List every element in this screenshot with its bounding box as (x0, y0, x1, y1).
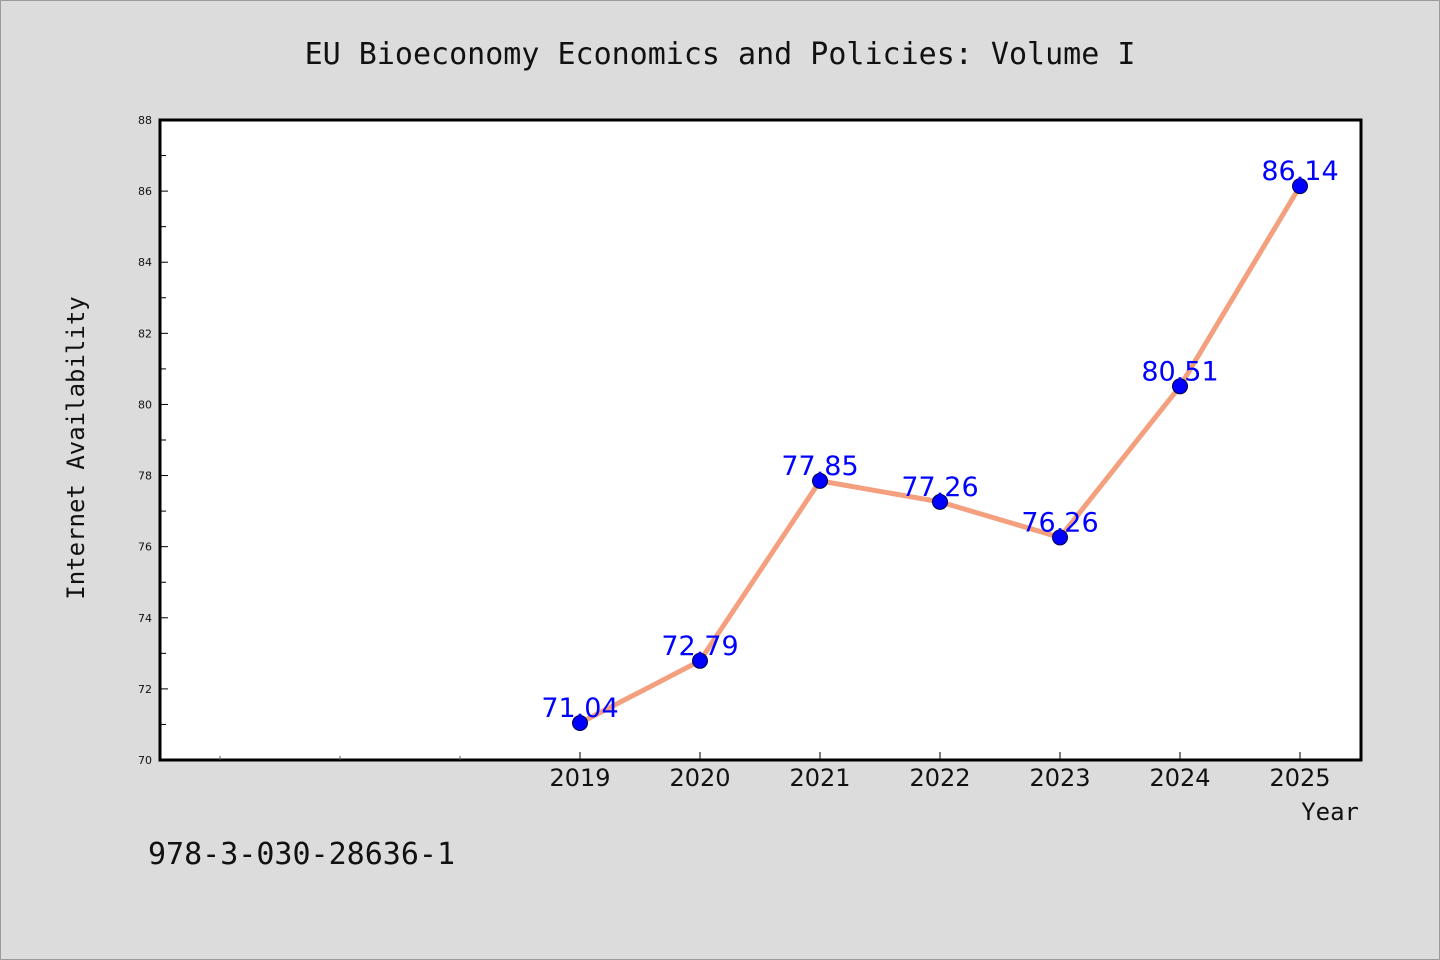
x-axis-label: Year (1301, 798, 1359, 826)
x-tick-label: 2022 (909, 764, 970, 792)
chart-title: EU Bioeconomy Economics and Policies: Vo… (305, 37, 1136, 72)
x-tick-label: 2019 (549, 764, 610, 792)
data-label: 77.26 (901, 472, 978, 503)
plot-area (158, 118, 1363, 762)
data-point (932, 493, 948, 510)
y-axis-label: Internet Availability (62, 296, 90, 599)
data-label: 76.26 (1021, 507, 1098, 538)
data-point (812, 472, 828, 489)
x-axis: 2019 2020 2021 2022 2023 2024 2025 (219, 752, 1331, 792)
data-labels: 71.04 72.79 77.85 77.26 76.26 80.51 86.14 (541, 156, 1338, 724)
y-tick-label: 76 (138, 541, 152, 554)
x-tick-label: 2024 (1149, 764, 1210, 792)
y-tick-label: 70 (138, 754, 152, 767)
y-tick-label: 74 (138, 612, 152, 625)
data-point (572, 715, 588, 732)
data-point (1172, 378, 1188, 395)
data-label: 77.85 (781, 451, 858, 482)
x-tick-label: 2023 (1029, 764, 1090, 792)
series-layer (572, 178, 1308, 732)
y-tick-label: 78 (138, 470, 152, 483)
isbn-label: 978-3-030-28636-1 (148, 837, 455, 872)
y-tick-label: 86 (138, 185, 152, 198)
data-point (692, 652, 708, 669)
data-label: 80.51 (1141, 356, 1218, 387)
data-point (1052, 529, 1068, 546)
y-tick-label: 82 (138, 327, 152, 340)
y-tick-label: 72 (138, 683, 152, 696)
x-tick-label: 2021 (789, 764, 850, 792)
y-tick-label: 84 (138, 256, 152, 269)
data-label: 72.79 (661, 631, 738, 662)
data-point (1292, 178, 1308, 195)
y-tick-label: 88 (138, 114, 152, 127)
x-tick-label: 2025 (1269, 764, 1330, 792)
data-label: 86.14 (1261, 156, 1338, 187)
y-axis: 70 72 74 76 78 80 82 84 86 88 (138, 114, 168, 767)
y-tick-label: 80 (138, 398, 152, 411)
data-label: 71.04 (541, 693, 618, 724)
x-tick-label: 2020 (669, 764, 730, 792)
